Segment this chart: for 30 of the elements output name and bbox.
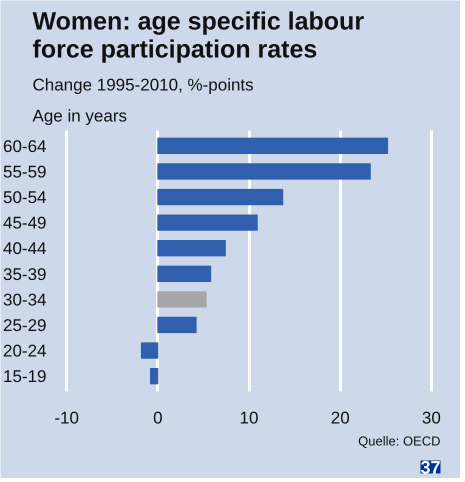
y-tick-label: 45-49 [3,214,47,233]
x-tick-label: 0 [153,408,163,428]
y-tick-label: 30-34 [3,290,47,310]
bar [157,214,258,231]
source-note: Quelle: OECD [358,434,441,448]
bar [157,291,207,308]
bar [140,342,158,359]
y-tick-label: 55-59 [3,162,47,182]
bar [157,240,226,256]
chart-subtitle: Change 1995-2010, %-points [32,76,254,94]
y-tick-label: 15-19 [3,367,47,386]
x-tick-label: 10 [240,408,258,428]
bar [150,368,158,384]
y-tick-label: 60-64 [3,136,47,156]
y-tick-label: 50-54 [3,188,47,208]
x-tick-label: 30 [422,408,441,428]
bar [157,266,212,282]
y-tick-label: 35-39 [3,264,47,284]
bar [157,188,284,206]
bar [157,163,371,180]
bar [157,316,197,334]
x-tick-label: -10 [54,408,79,428]
bar [157,138,388,154]
chart-title: Women: age specific labour force participation rates [32,8,364,64]
text: 37 [420,458,441,478]
y-tick-label: 40-44 [3,239,47,258]
x-tick-label: 20 [330,408,350,428]
y-tick-label: 25-29 [3,316,47,335]
y-tick-label: 20-24 [3,342,47,361]
y-axis-title: Age in years [32,106,127,126]
